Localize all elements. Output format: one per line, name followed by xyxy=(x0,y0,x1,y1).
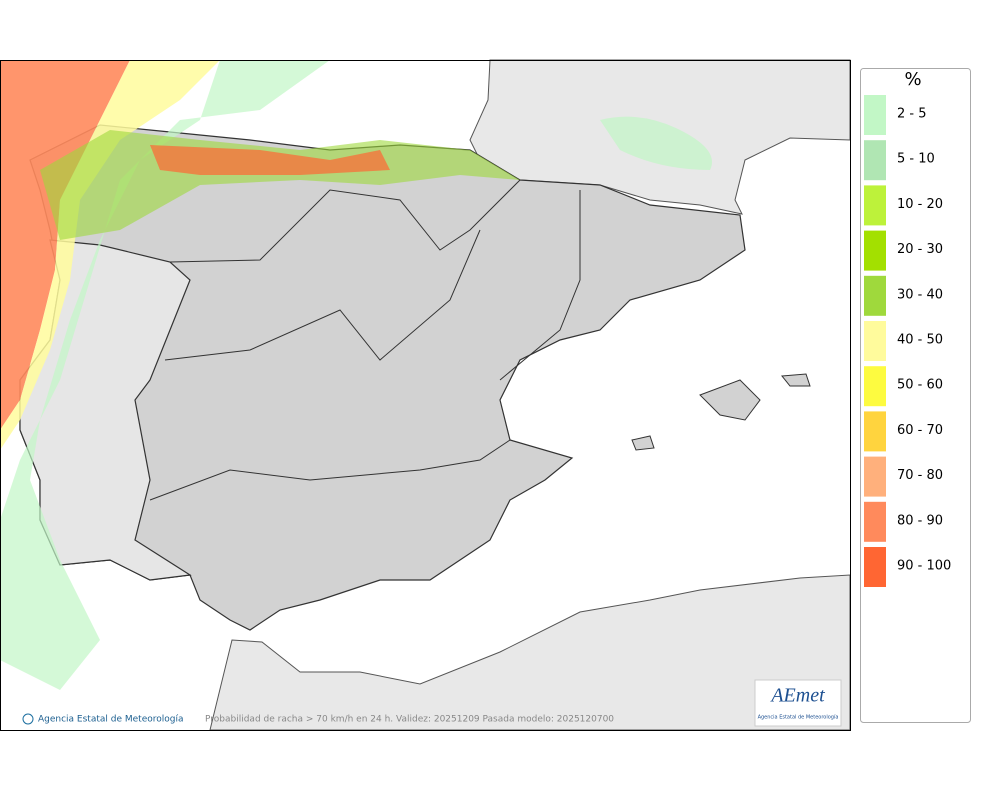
copyright-icon xyxy=(22,713,34,725)
legend-swatch xyxy=(864,366,886,407)
caption: Probabilidad de racha > 70 km/h en 24 h.… xyxy=(205,715,614,725)
legend-swatch xyxy=(864,501,886,542)
legend-label: 70 - 80 xyxy=(897,468,943,483)
legend-label: 60 - 70 xyxy=(897,423,943,438)
regions xyxy=(164,229,481,361)
legend-title: % xyxy=(904,69,921,90)
africa xyxy=(209,574,851,731)
legend-label: 2 - 5 xyxy=(897,107,927,122)
atlantic-low xyxy=(0,60,330,690)
legend-label: 50 - 60 xyxy=(897,378,943,393)
menorca xyxy=(781,373,811,387)
legend-label: 80 - 90 xyxy=(897,513,943,528)
regions xyxy=(499,190,581,381)
mallorca xyxy=(699,379,761,421)
legend-swatch xyxy=(864,547,886,587)
legend-box xyxy=(860,68,971,723)
atlantic-high xyxy=(0,60,130,430)
north-coast-high xyxy=(150,145,390,175)
legend-label: 30 - 40 xyxy=(897,287,943,302)
legend-swatch xyxy=(864,275,886,316)
legend-swatch xyxy=(864,321,886,361)
logo-subtitle: Agencia Estatal de Meteorología xyxy=(758,714,839,721)
legend-swatch xyxy=(864,185,886,226)
logo-box xyxy=(754,679,842,727)
legend-label: 40 - 50 xyxy=(897,333,943,348)
ibiza xyxy=(631,435,655,451)
legend-label: 20 - 30 xyxy=(897,242,943,257)
regions xyxy=(169,179,521,263)
legend-items: 2 - 5 5 - 10 10 - 20 20 - 30 30 - 40 40 - 50 5… xyxy=(864,95,951,587)
legend-label: 5 - 10 xyxy=(897,152,935,167)
logo-name: AEmet xyxy=(769,685,825,707)
legend-label: 10 - 20 xyxy=(897,197,943,212)
legend-swatch xyxy=(864,140,886,181)
legend-swatch xyxy=(864,456,886,497)
map xyxy=(0,59,851,731)
regions xyxy=(149,439,511,501)
credit: Agencia Estatal de Meteorología xyxy=(38,715,184,725)
map-frame xyxy=(0,60,851,731)
gulf-low xyxy=(600,116,712,170)
legend-swatch xyxy=(864,411,886,452)
legend-label: 90 - 100 xyxy=(897,559,951,574)
legend-swatch xyxy=(864,230,886,271)
legend-swatch xyxy=(864,95,886,135)
